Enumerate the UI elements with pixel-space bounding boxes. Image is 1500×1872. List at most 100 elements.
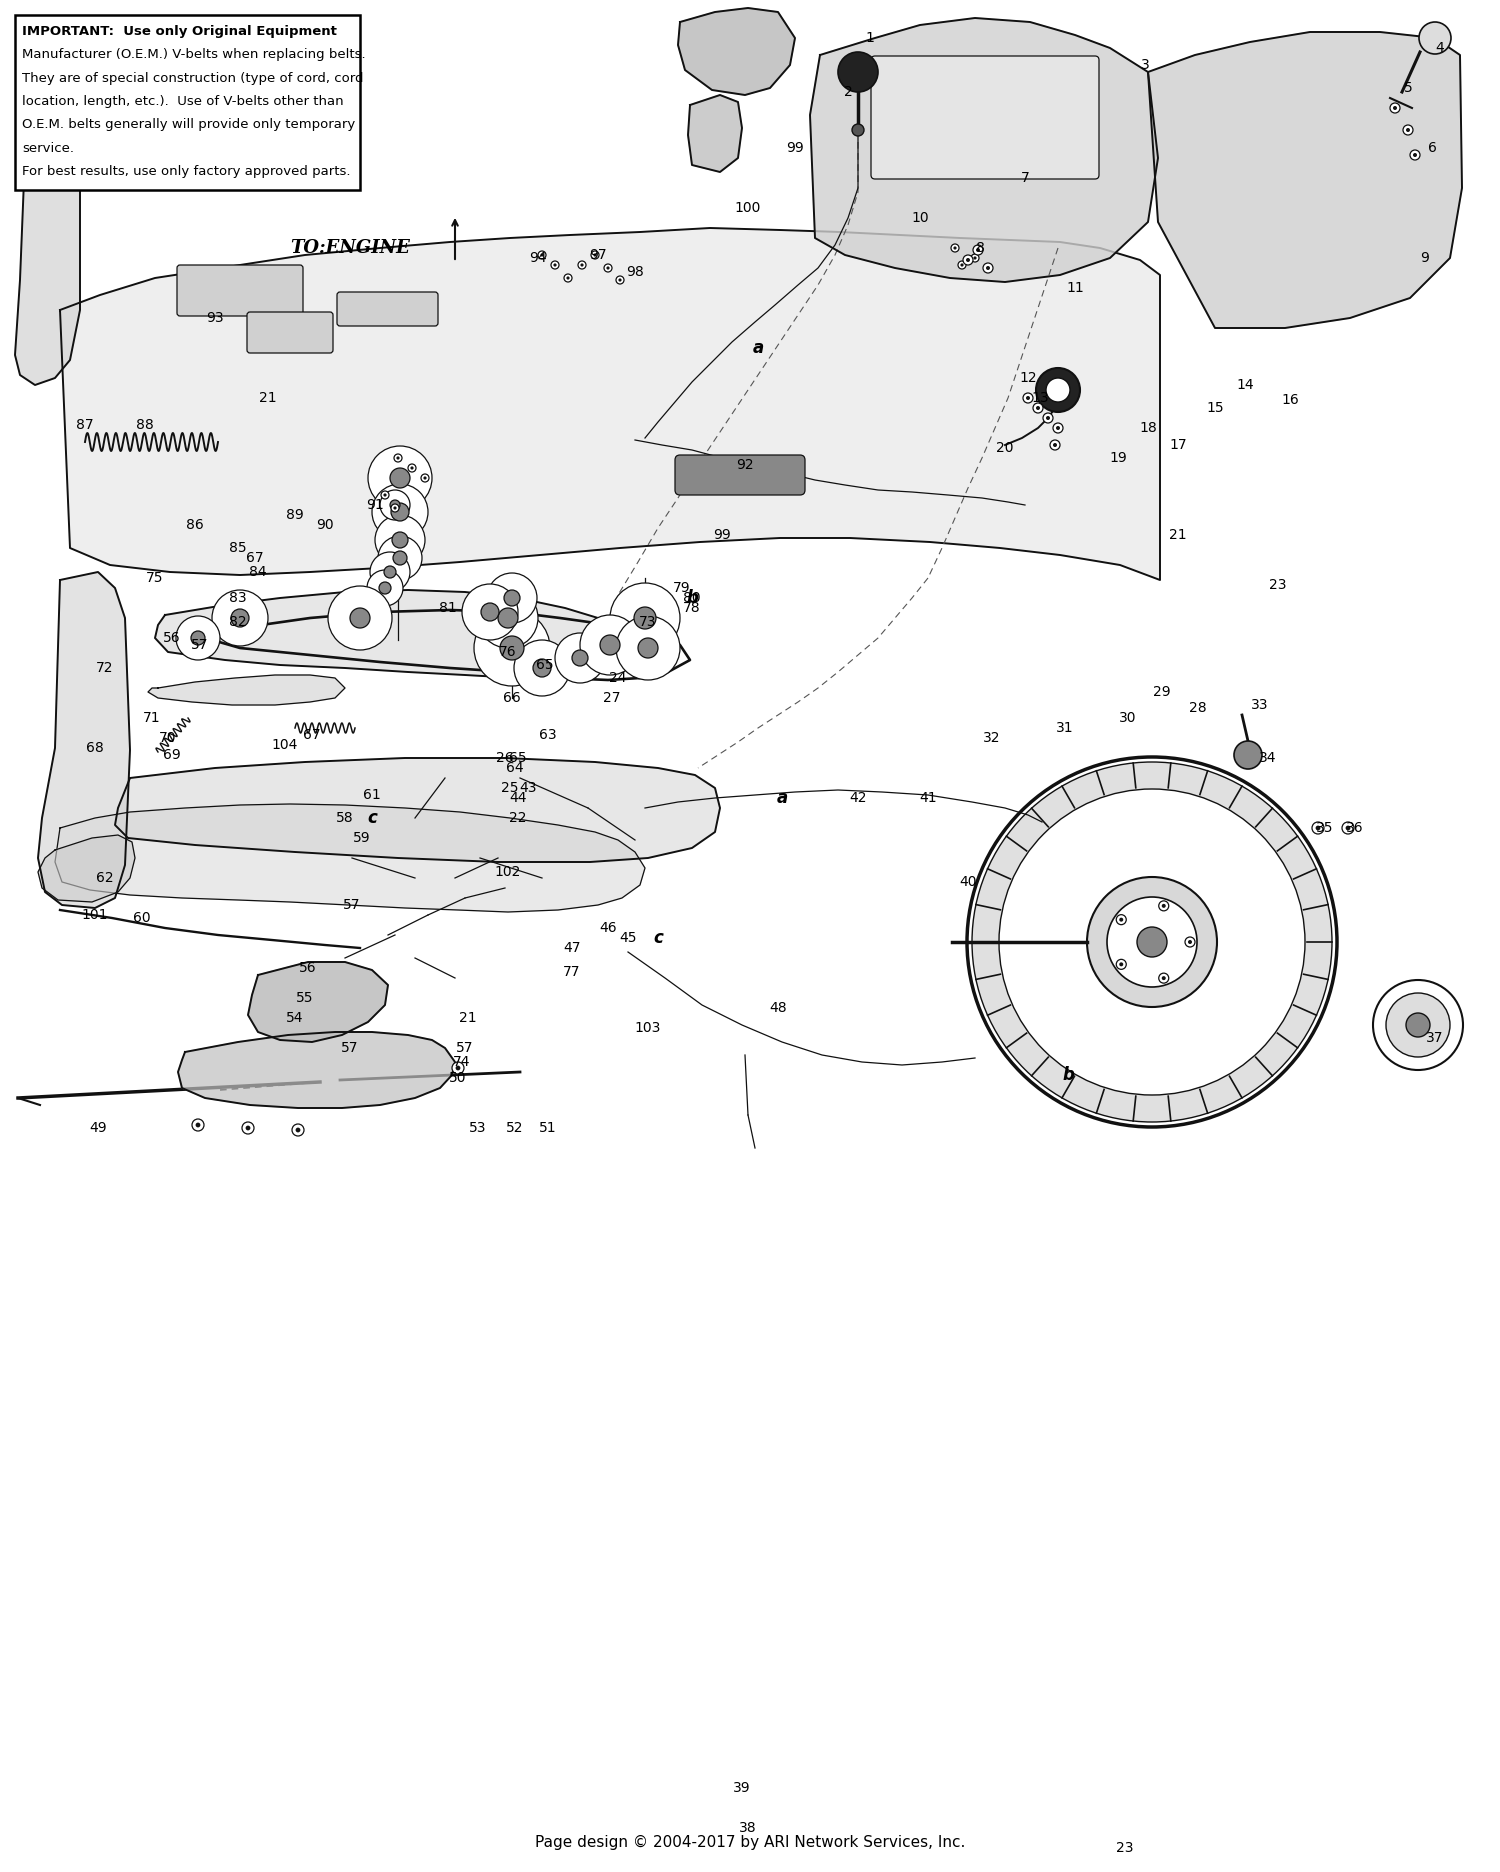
Circle shape xyxy=(411,466,414,470)
Circle shape xyxy=(1161,975,1166,981)
Circle shape xyxy=(393,507,396,509)
Text: O.E.M. belts generally will provide only temporary: O.E.M. belts generally will provide only… xyxy=(22,118,355,131)
Text: 36: 36 xyxy=(1346,822,1364,835)
Circle shape xyxy=(390,468,410,489)
Circle shape xyxy=(380,490,410,520)
Text: 64: 64 xyxy=(506,762,524,775)
Text: 5: 5 xyxy=(1404,80,1413,95)
Circle shape xyxy=(606,266,609,270)
Text: 71: 71 xyxy=(142,711,160,724)
Circle shape xyxy=(1042,414,1053,423)
Text: 89: 89 xyxy=(286,507,304,522)
Text: 62: 62 xyxy=(96,870,114,885)
Circle shape xyxy=(1119,917,1124,921)
Circle shape xyxy=(328,586,392,650)
Text: 51: 51 xyxy=(538,1121,556,1134)
Text: Manufacturer (O.E.M.) V-belts when replacing belts.: Manufacturer (O.E.M.) V-belts when repla… xyxy=(22,49,366,62)
Circle shape xyxy=(1137,927,1167,957)
Circle shape xyxy=(1158,973,1168,983)
Text: 46: 46 xyxy=(598,921,616,934)
Circle shape xyxy=(1386,992,1450,1058)
Text: 21: 21 xyxy=(459,1011,477,1026)
Circle shape xyxy=(1116,915,1126,925)
Text: a: a xyxy=(777,788,788,807)
Text: 9: 9 xyxy=(1420,251,1430,266)
Circle shape xyxy=(986,266,990,270)
Text: 103: 103 xyxy=(634,1020,662,1035)
Text: 66: 66 xyxy=(503,691,520,706)
Circle shape xyxy=(616,616,680,680)
Text: 94: 94 xyxy=(530,251,548,266)
Text: 6: 6 xyxy=(1428,140,1437,155)
Circle shape xyxy=(1036,406,1040,410)
Text: 32: 32 xyxy=(984,730,1000,745)
Polygon shape xyxy=(678,7,795,95)
Text: 68: 68 xyxy=(86,741,104,754)
Text: 53: 53 xyxy=(470,1121,486,1134)
Text: 81: 81 xyxy=(440,601,458,616)
Circle shape xyxy=(963,255,974,266)
Polygon shape xyxy=(116,758,720,861)
Text: 76: 76 xyxy=(500,646,517,659)
Text: 19: 19 xyxy=(1108,451,1126,464)
FancyBboxPatch shape xyxy=(177,266,303,316)
Text: 10: 10 xyxy=(910,212,928,225)
Circle shape xyxy=(972,762,1332,1121)
FancyBboxPatch shape xyxy=(338,292,438,326)
Text: c: c xyxy=(652,929,663,947)
Text: 86: 86 xyxy=(186,519,204,532)
Circle shape xyxy=(462,584,518,640)
Text: 83: 83 xyxy=(230,592,248,605)
Text: service.: service. xyxy=(22,142,74,155)
Circle shape xyxy=(350,608,370,627)
Polygon shape xyxy=(688,95,742,172)
Circle shape xyxy=(381,490,388,500)
Text: 56: 56 xyxy=(298,960,316,975)
Circle shape xyxy=(1026,397,1030,401)
Circle shape xyxy=(422,474,429,481)
Circle shape xyxy=(504,590,520,607)
Circle shape xyxy=(1088,876,1216,1007)
Text: 40: 40 xyxy=(960,874,976,889)
Circle shape xyxy=(211,590,268,646)
Circle shape xyxy=(393,550,406,565)
Text: 98: 98 xyxy=(626,266,644,279)
Circle shape xyxy=(1119,962,1124,966)
FancyBboxPatch shape xyxy=(15,15,360,189)
Circle shape xyxy=(378,535,422,580)
Text: 85: 85 xyxy=(230,541,248,554)
Text: 99: 99 xyxy=(712,528,730,543)
Circle shape xyxy=(970,255,980,262)
Circle shape xyxy=(1410,150,1420,159)
Text: 18: 18 xyxy=(1138,421,1156,434)
Text: 44: 44 xyxy=(509,792,526,805)
Polygon shape xyxy=(248,962,388,1043)
Circle shape xyxy=(1413,154,1418,157)
Circle shape xyxy=(1188,940,1192,943)
Circle shape xyxy=(368,446,432,509)
Circle shape xyxy=(1402,125,1413,135)
Text: 57: 57 xyxy=(344,899,360,912)
Circle shape xyxy=(1053,423,1064,432)
Text: 75: 75 xyxy=(147,571,164,584)
Circle shape xyxy=(488,573,537,623)
Text: 56: 56 xyxy=(164,631,182,646)
Circle shape xyxy=(370,552,410,592)
Circle shape xyxy=(396,457,399,461)
Text: 47: 47 xyxy=(564,942,580,955)
Text: They are of special construction (type of cord, cord: They are of special construction (type o… xyxy=(22,71,363,84)
Circle shape xyxy=(384,494,387,496)
Circle shape xyxy=(610,582,680,653)
Text: 104: 104 xyxy=(272,738,298,753)
Circle shape xyxy=(540,253,543,256)
Text: 80: 80 xyxy=(682,592,700,605)
Text: 63: 63 xyxy=(538,728,556,741)
Circle shape xyxy=(195,1123,201,1127)
Text: 77: 77 xyxy=(564,964,580,979)
Text: 2: 2 xyxy=(843,84,852,99)
Text: 22: 22 xyxy=(509,811,526,826)
Circle shape xyxy=(564,273,572,283)
Text: 73: 73 xyxy=(639,616,657,629)
Circle shape xyxy=(1406,127,1410,133)
Text: 34: 34 xyxy=(1260,751,1276,766)
